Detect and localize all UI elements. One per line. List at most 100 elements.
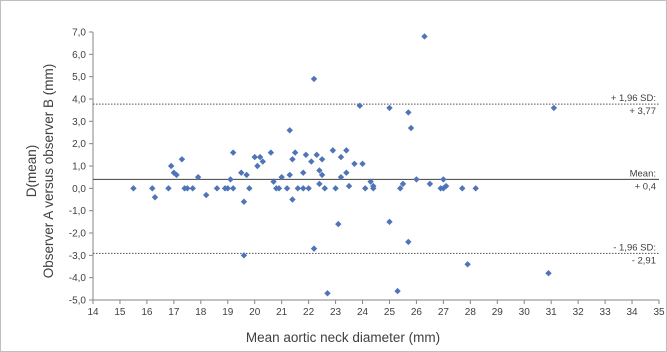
data-point: [240, 252, 248, 259]
data-point: [256, 153, 264, 161]
mean-label: Mean:: [630, 168, 656, 179]
data-point: [286, 171, 293, 179]
data-point: [343, 147, 350, 154]
x-tick-label: 23: [330, 307, 342, 318]
y-tick-label: 4,0: [72, 95, 86, 106]
x-axis-title: Mean aortic neck diameter (mm): [246, 330, 440, 345]
data-point: [324, 290, 331, 297]
x-tick-label: 31: [546, 307, 558, 318]
data-points: [130, 33, 558, 297]
y-tick-label: -4,0: [69, 273, 87, 284]
data-point: [229, 185, 237, 192]
data-point: [345, 182, 353, 190]
y-tick-label: 2,0: [72, 139, 86, 150]
y-tick-label: 7,0: [72, 28, 86, 39]
data-point: [246, 185, 253, 192]
data-point: [318, 156, 326, 163]
data-point: [459, 185, 466, 192]
x-tick-label: 20: [249, 307, 261, 318]
data-point: [362, 185, 369, 192]
data-point: [149, 185, 156, 192]
data-point: [464, 261, 471, 268]
y-axis-title-line1: D(mean): [24, 145, 39, 198]
data-point: [405, 109, 412, 116]
data-point: [283, 185, 291, 192]
data-point: [251, 153, 258, 161]
data-point: [329, 147, 337, 154]
data-point: [413, 176, 420, 183]
data-point: [545, 270, 552, 277]
data-point: [386, 218, 393, 226]
data-point: [332, 185, 339, 192]
data-point: [310, 245, 318, 252]
data-point: [189, 185, 196, 192]
data-point: [165, 185, 172, 192]
data-point: [213, 185, 221, 192]
x-tick-label: 29: [492, 307, 504, 318]
x-tick-label: 32: [573, 307, 585, 318]
lower-label: - 1,96 SD:: [613, 242, 656, 253]
data-point: [194, 173, 202, 181]
data-point: [305, 185, 312, 192]
data-point: [472, 185, 479, 192]
data-point: [397, 185, 404, 192]
upper-value: + 3,77: [629, 106, 656, 117]
data-point: [367, 178, 374, 185]
data-point: [254, 162, 261, 170]
data-point: [289, 156, 296, 163]
upper-label: + 1,96 SD:: [611, 93, 656, 104]
data-point: [421, 33, 428, 40]
x-tick-label: 14: [87, 307, 99, 318]
data-point: [405, 238, 412, 246]
data-point: [316, 180, 323, 188]
data-point: [167, 162, 175, 170]
data-point: [243, 171, 250, 179]
data-point: [313, 151, 320, 159]
y-tick-label: -5,0: [69, 296, 87, 307]
x-tick-label: 22: [303, 307, 315, 318]
data-point: [227, 176, 234, 183]
data-point: [275, 185, 283, 192]
data-point: [308, 158, 315, 165]
y-tick-label: 3,0: [72, 117, 86, 128]
x-tick-label: 27: [438, 307, 450, 318]
data-point: [337, 153, 345, 161]
data-point: [407, 124, 415, 132]
x-tick-label: 16: [141, 307, 153, 318]
y-tick-label: -2,0: [69, 229, 87, 240]
data-point: [359, 160, 366, 167]
data-point: [224, 185, 231, 192]
x-tick-label: 18: [195, 307, 207, 318]
x-tick-label: 33: [600, 307, 612, 318]
data-point: [229, 149, 237, 156]
x-tick-label: 28: [465, 307, 477, 318]
data-point: [343, 169, 350, 176]
data-point: [316, 167, 323, 174]
y-tick-label: -3,0: [69, 251, 87, 262]
data-point: [184, 185, 191, 192]
tick-labels: 14 15 16 17 18 19 20 21 22 23 24 25 26 27 28 29 30 31 32 33…: [69, 28, 665, 319]
data-point: [270, 178, 277, 185]
x-tick-label: 34: [626, 307, 638, 318]
reference-lines: [93, 103, 659, 254]
data-point: [300, 169, 307, 176]
x-tick-label: 26: [411, 307, 423, 318]
y-tick-label: 6,0: [72, 50, 86, 61]
data-point: [370, 185, 377, 192]
data-point: [302, 151, 310, 159]
mean-value: + 0,4: [635, 181, 656, 192]
x-tick-label: 30: [519, 307, 531, 318]
data-point: [278, 173, 285, 181]
data-point: [426, 180, 434, 188]
data-point: [291, 149, 299, 156]
data-point: [300, 185, 307, 192]
data-point: [399, 180, 407, 188]
y-tick-label: 0,0: [72, 184, 86, 195]
data-point: [442, 182, 450, 190]
data-point: [394, 287, 401, 295]
y-tick-label: 5,0: [72, 72, 86, 83]
data-point: [294, 185, 302, 192]
axes: [89, 31, 660, 304]
